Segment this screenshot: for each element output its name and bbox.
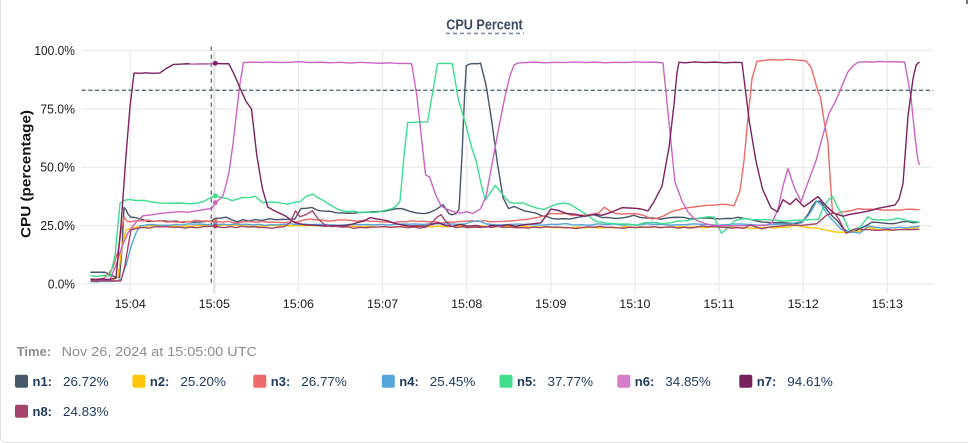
svg-text:34.85%: 34.85% [665,374,711,389]
svg-text:15:09: 15:09 [535,297,567,311]
svg-text:n4:: n4: [399,374,419,389]
svg-text:n2:: n2: [150,374,170,389]
svg-text:15:08: 15:08 [451,297,483,311]
svg-text:15:07: 15:07 [367,297,399,311]
svg-text:n3:: n3: [271,374,291,389]
svg-text:Nov 26, 2024 at 15:05:00 UTC: Nov 26, 2024 at 15:05:00 UTC [62,344,257,359]
svg-text:37.77%: 37.77% [548,374,594,389]
svg-text:15:10: 15:10 [619,297,651,311]
svg-text:CPU Percent: CPU Percent [446,17,523,33]
svg-text:25.20%: 25.20% [180,374,226,389]
svg-text:CPU (percentage): CPU (percentage) [19,110,34,238]
svg-text:15:04: 15:04 [115,297,147,311]
svg-text:15:13: 15:13 [872,297,904,311]
svg-text:n5:: n5: [517,374,537,389]
svg-text:15:11: 15:11 [703,297,735,311]
svg-text:15:12: 15:12 [788,297,820,311]
svg-text:n8:: n8: [33,404,53,419]
svg-text:15:05: 15:05 [199,297,231,311]
svg-text:25.0%: 25.0% [40,218,75,233]
svg-text:94.61%: 94.61% [787,374,833,389]
svg-text:n7:: n7: [757,374,777,389]
svg-text:100.0%: 100.0% [34,43,75,58]
svg-text:15:06: 15:06 [283,297,315,311]
svg-text:26.77%: 26.77% [301,374,347,389]
svg-text:0.0%: 0.0% [48,276,75,291]
svg-text:50.0%: 50.0% [40,160,75,175]
svg-text:26.72%: 26.72% [63,374,109,389]
svg-text:25.45%: 25.45% [430,374,476,389]
svg-text:24.83%: 24.83% [63,404,109,419]
svg-text:Time:: Time: [17,344,51,359]
svg-text:75.0%: 75.0% [40,101,75,116]
svg-text:n6:: n6: [635,374,655,389]
svg-text:n1:: n1: [33,374,53,389]
